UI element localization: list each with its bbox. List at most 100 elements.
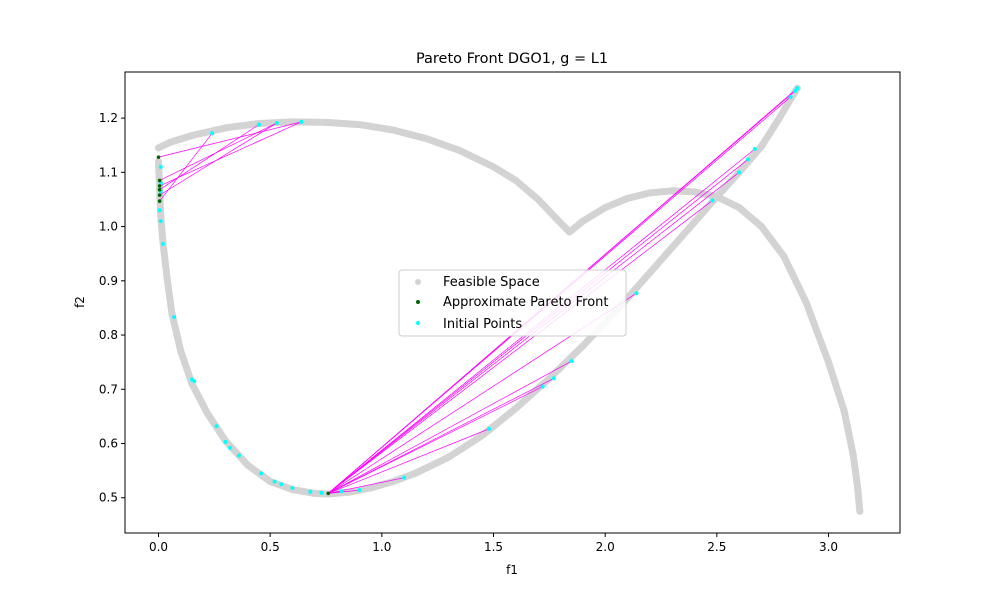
legend-marker-pareto <box>416 300 420 304</box>
x-tick-label: 1.5 <box>484 540 503 554</box>
pareto-point <box>157 199 162 203</box>
path-line <box>328 360 572 494</box>
feasible-point <box>311 489 319 497</box>
feasible-point <box>825 358 833 366</box>
feasible-point <box>579 342 587 350</box>
y-tick-label: 0.9 <box>99 274 118 288</box>
initial-points-series <box>157 86 800 495</box>
feasible-point <box>840 407 848 415</box>
feasible-point <box>204 410 212 418</box>
initial-point <box>308 489 313 494</box>
y-tick-label: 0.6 <box>99 437 118 451</box>
initial-point <box>569 359 574 364</box>
feasible-point <box>713 193 721 201</box>
feasible-point <box>322 118 330 126</box>
feasible-point <box>168 309 176 317</box>
initial-point <box>746 157 751 162</box>
legend-marker-feasible <box>415 279 421 285</box>
path-line <box>328 378 554 494</box>
feasible-point <box>266 477 274 485</box>
pareto-point <box>157 184 162 188</box>
y-axis: 0.5 0.6 0.7 0.8 0.9 1.0 1.1 1.2 <box>99 111 125 505</box>
initial-point <box>257 122 262 127</box>
x-tick-label: 0.0 <box>149 540 168 554</box>
legend-box <box>398 269 627 337</box>
feasible-point <box>668 187 676 195</box>
feasible-point <box>856 507 864 515</box>
feasible-point <box>166 139 174 147</box>
initial-point <box>290 485 295 490</box>
initial-point <box>259 471 264 476</box>
feasible-point <box>155 144 163 152</box>
initial-point <box>357 488 362 493</box>
path-line <box>159 122 278 196</box>
initial-point <box>236 453 241 458</box>
feasible-point <box>758 223 766 231</box>
pareto-point <box>157 193 162 197</box>
plot-area <box>155 84 864 515</box>
feasible-point <box>735 204 743 212</box>
feasible-point <box>512 176 520 184</box>
feasible-point <box>177 347 185 355</box>
y-tick-label: 1.0 <box>99 220 118 234</box>
path-line <box>328 386 543 494</box>
y-tick-label: 1.2 <box>99 111 118 125</box>
initial-point <box>157 208 162 213</box>
feasible-point <box>445 453 453 461</box>
initial-point <box>274 120 279 125</box>
feasible-point <box>579 217 587 225</box>
feasible-point <box>188 131 196 139</box>
initial-point <box>279 482 284 487</box>
feasible-point <box>646 189 654 197</box>
initial-point <box>160 241 165 246</box>
feasible-space-series <box>155 84 864 515</box>
pareto-point <box>156 155 161 159</box>
legend-label-initial: Initial Points <box>443 317 522 332</box>
feasible-point <box>854 483 862 491</box>
feasible-point <box>222 124 230 132</box>
feasible-point <box>780 252 788 260</box>
feasible-point <box>679 231 687 239</box>
path-line <box>328 490 342 494</box>
feasible-point <box>512 404 520 412</box>
initial-point <box>795 86 800 91</box>
initial-point <box>319 490 324 495</box>
feasible-point <box>155 157 163 165</box>
x-tick-label: 0.5 <box>261 540 280 554</box>
initial-point <box>214 424 219 429</box>
legend: Feasible Space Approximate Pareto Front … <box>398 269 627 337</box>
initial-point <box>710 198 715 203</box>
initial-point <box>402 475 407 480</box>
initial-point <box>788 94 793 99</box>
feasible-point <box>552 214 560 222</box>
feasible-point <box>356 121 364 129</box>
feasible-point <box>244 461 252 469</box>
path-line <box>159 121 302 187</box>
path-line <box>158 121 302 158</box>
initial-point <box>737 170 742 175</box>
initial-point <box>158 219 163 224</box>
feasible-point <box>601 204 609 212</box>
x-tick-label: 2.5 <box>707 540 726 554</box>
initial-point <box>223 439 228 444</box>
feasible-point <box>490 163 498 171</box>
feasible-point <box>565 228 573 236</box>
y-tick-label: 1.1 <box>99 165 118 179</box>
path-line <box>159 122 278 181</box>
feasible-point <box>456 147 464 155</box>
y-axis-label: f2 <box>73 296 87 308</box>
initial-point <box>752 147 757 152</box>
pareto-point <box>326 491 331 496</box>
pareto-front-series <box>156 155 331 496</box>
feasible-point <box>367 484 375 492</box>
initial-point <box>210 131 215 136</box>
x-tick-label: 2.0 <box>596 540 615 554</box>
initial-point <box>299 119 304 124</box>
path-line <box>159 124 260 190</box>
initial-point <box>793 88 798 93</box>
x-axis-label: f1 <box>506 563 518 577</box>
feasible-point <box>646 269 654 277</box>
feasible-point <box>344 488 352 496</box>
feasible-point <box>758 142 766 150</box>
